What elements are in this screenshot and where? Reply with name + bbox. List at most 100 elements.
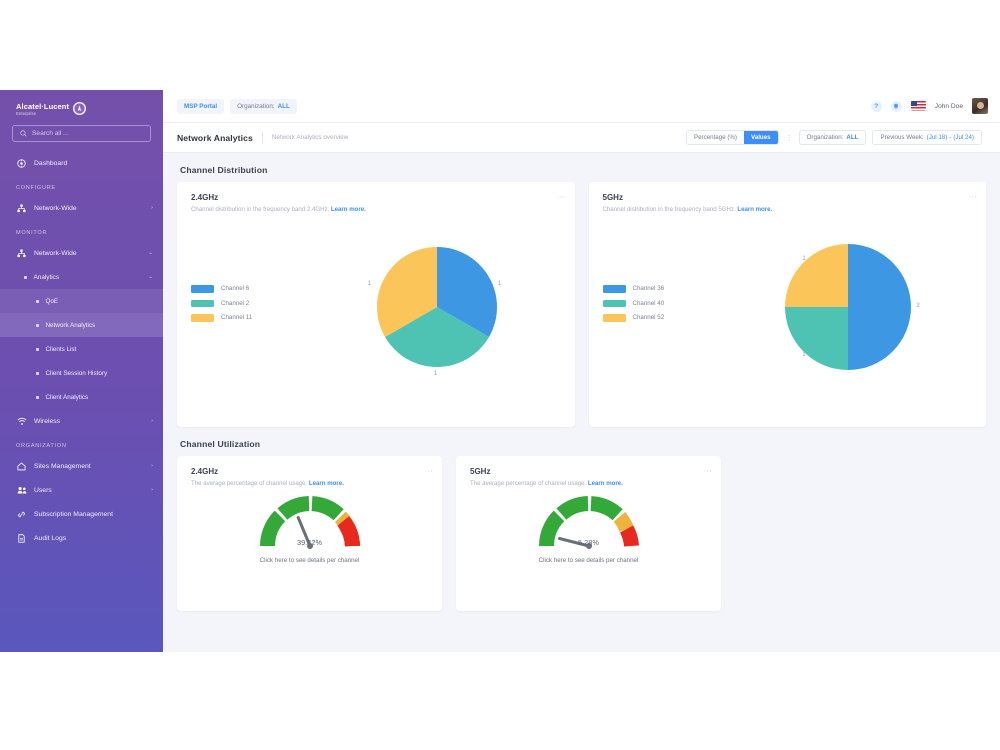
organization-value: ALL — [277, 102, 290, 110]
divider — [261, 131, 263, 144]
date-range-button[interactable]: Previous Week: (Jul 18) - (Jul 24) — [872, 130, 982, 145]
legend-item[interactable]: Channel 6 — [191, 285, 299, 293]
sidebar-item-dashboard[interactable]: Dashboard — [0, 151, 163, 175]
legend-swatch — [191, 285, 214, 293]
sidebar-item-label: Client Analytics — [45, 393, 89, 401]
chevron-right-icon: › — [151, 487, 153, 494]
legend-item[interactable]: Channel 2 — [191, 299, 299, 308]
sidebar-item-label: Network-Wide — [34, 204, 77, 212]
pie-data-label: 1 — [802, 350, 806, 358]
sidebar-section-organization: ORGANIZATION — [16, 443, 67, 450]
sidebar-item-sites-management[interactable]: Sites Management › — [0, 454, 163, 478]
period-label: Previous Week: — [880, 134, 924, 141]
channel-distribution-row: ⋮ 2.4GHz Channel distribution in the fre… — [177, 182, 986, 427]
period-dash: - — [949, 134, 952, 141]
sidebar-item-network-wide-configure[interactable]: Network-Wide › — [0, 196, 163, 220]
more-vertical-icon[interactable]: ⋮ — [703, 467, 712, 474]
bullet-icon — [36, 324, 39, 327]
more-vertical-icon[interactable]: ⋮ — [968, 193, 977, 200]
more-vertical-icon[interactable]: ⋮ — [785, 134, 793, 142]
page-subtitle: Network Analytics overview — [271, 134, 349, 141]
legend-item[interactable]: Channel 11 — [191, 314, 299, 322]
top-bar-right: ? John Doe — [870, 98, 988, 114]
sidebar-section-configure: CONFIGURE — [16, 185, 56, 192]
bullet-icon — [36, 372, 39, 375]
learn-more-link[interactable]: Learn more. — [737, 206, 773, 213]
legend-label: Channel 6 — [221, 285, 250, 293]
learn-more-link[interactable]: Learn more. — [330, 206, 366, 213]
pie-chart-5ghz[interactable]: 2 1 1 — [711, 239, 987, 375]
legend-label: Channel 52 — [632, 314, 665, 322]
sidebar-item-label: Dashboard — [34, 159, 68, 167]
sidebar-item-audit-logs[interactable]: Audit Logs — [0, 526, 163, 550]
card-channel-utilization-5ghz: ⋮ 5GHz The average percentage of channel… — [456, 456, 721, 611]
gauge-24ghz[interactable]: 39.42% Click here to see details per cha… — [177, 493, 442, 564]
card-title: 5GHz — [602, 193, 623, 202]
sidebar-item-client-analytics[interactable]: Client Analytics — [0, 385, 163, 409]
msp-portal-button[interactable]: MSP Portal — [177, 98, 225, 114]
help-icon[interactable]: ? — [870, 100, 882, 112]
sidebar-item-network-analytics[interactable]: Network Analytics — [0, 313, 163, 338]
main-area: MSP Portal Organization: ALL ? Jo — [163, 90, 1000, 652]
legend-swatch — [602, 285, 626, 293]
tab-percentage[interactable]: Percentage (%) — [686, 131, 744, 144]
pie-chart-24ghz[interactable]: 1 1 1 — [299, 242, 575, 377]
sidebar-nav: Dashboard CONFIGURE Network-Wide › MONIT… — [0, 151, 163, 550]
learn-more-link[interactable]: Learn more. — [587, 480, 623, 487]
more-vertical-icon[interactable]: ⋮ — [424, 467, 433, 474]
organization-selector-top[interactable]: Organization: ALL — [230, 98, 297, 114]
sidebar-item-label: Network Analytics — [45, 321, 96, 329]
bullet-icon — [36, 396, 39, 399]
chevron-right-icon: › — [151, 463, 153, 470]
sidebar-item-label: Clients List — [45, 345, 77, 353]
sidebar-item-qoe[interactable]: QoE — [0, 289, 163, 314]
gauge-details-link[interactable]: Click here to see details per channel — [538, 556, 639, 564]
organization-filter-button[interactable]: Organization: ALL — [798, 130, 867, 145]
sidebar-item-label: Audit Logs — [34, 534, 67, 542]
sidebar-item-analytics[interactable]: Analytics ⌄ — [0, 265, 163, 289]
app-window: Alcatel·Lucent Enterprise Search all ... — [0, 90, 1000, 652]
legend-5ghz: Channel 36 Channel 40 Channel 52 — [602, 285, 711, 329]
channel-utilization-row: ⋮ 2.4GHz The average percentage of chann… — [177, 456, 986, 611]
bullet-icon — [36, 300, 39, 303]
bell-icon[interactable] — [890, 100, 902, 112]
sidebar-item-subscription-management[interactable]: Subscription Management — [0, 502, 163, 526]
document-icon — [16, 534, 27, 543]
period-start: (Jul 18) — [926, 134, 948, 141]
chevron-right-icon: › — [151, 418, 153, 425]
unit-toggle-group[interactable]: Percentage (%) Values — [685, 130, 779, 145]
search-placeholder: Search all ... — [32, 130, 69, 138]
card-channel-utilization-24ghz: ⋮ 2.4GHz The average percentage of chann… — [177, 456, 442, 611]
sidebar-item-label: Subscription Management — [34, 510, 113, 518]
sidebar-item-clients-list[interactable]: Clients List — [0, 337, 163, 361]
card-description: Channel distribution in the frequency ba… — [191, 206, 330, 213]
legend-item[interactable]: Channel 36 — [602, 285, 711, 293]
page-title: Network Analytics — [177, 132, 253, 143]
search-input[interactable]: Search all ... — [12, 125, 151, 143]
pie-data-label: 2 — [916, 301, 920, 309]
brand-logo-block[interactable]: Alcatel·Lucent Enterprise — [0, 90, 163, 116]
gauge-details-link[interactable]: Click here to see details per channel — [259, 556, 360, 564]
us-flag-icon[interactable] — [910, 101, 926, 111]
legend-swatch — [602, 314, 626, 322]
chevron-down-icon: ⌄ — [148, 250, 153, 257]
gauge-value: 5.28% — [578, 537, 599, 547]
content-area: Channel Distribution ⋮ 2.4GHz Channel di… — [163, 153, 1000, 652]
card-title: 5GHz — [470, 467, 491, 476]
avatar[interactable] — [972, 98, 988, 114]
gauge-5ghz[interactable]: 5.28% Click here to see details per chan… — [456, 493, 721, 564]
sidebar-item-label: QoE — [45, 297, 59, 305]
legend-item[interactable]: Channel 52 — [602, 314, 711, 322]
bullet-icon — [36, 348, 39, 351]
sidebar-item-users[interactable]: Users › — [0, 478, 163, 502]
sidebar-item-wireless[interactable]: Wireless › — [0, 409, 163, 433]
sidebar-item-client-session-history[interactable]: Client Session History — [0, 361, 163, 385]
tab-values[interactable]: Values — [743, 131, 778, 144]
learn-more-link[interactable]: Learn more. — [308, 480, 344, 487]
sidebar-item-network-wide-monitor[interactable]: Network-Wide ⌄ — [0, 241, 163, 265]
legend-item[interactable]: Channel 40 — [602, 299, 711, 308]
legend-label: Channel 11 — [221, 314, 253, 322]
more-vertical-icon[interactable]: ⋮ — [556, 193, 566, 200]
organization-filter-value: ALL — [846, 134, 859, 141]
sidebar-search[interactable]: Search all ... — [0, 116, 163, 143]
